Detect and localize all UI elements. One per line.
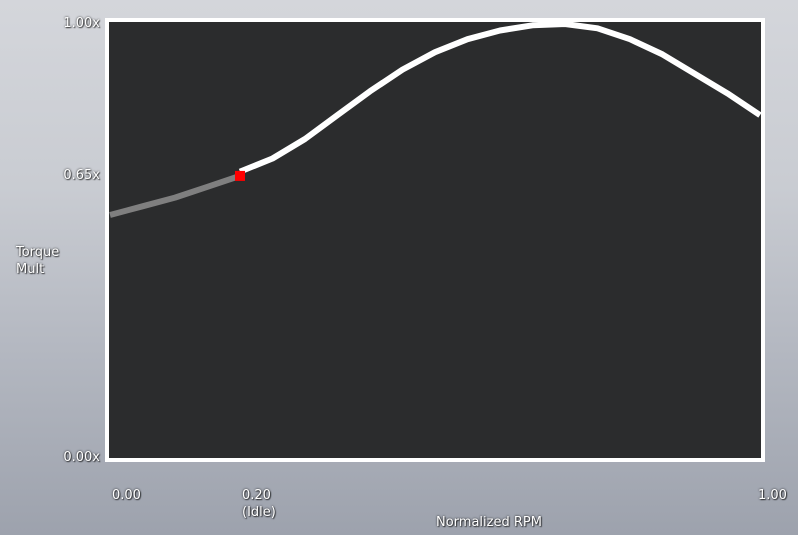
- series-line-below-idle: [109, 173, 241, 218]
- x-tick-label: 0.00: [112, 488, 141, 503]
- x-tick-label: 0.20 (Idle): [242, 488, 276, 520]
- y-axis-label: Torque Mult: [16, 245, 60, 277]
- x-axis-label: Normalized RPM: [436, 515, 542, 530]
- x-tick-label: 1.00: [758, 488, 787, 503]
- idle-point-marker: [235, 170, 245, 181]
- series-line-active: [238, 21, 762, 175]
- plot-area: [105, 18, 765, 462]
- y-tick-label: 0.00x: [63, 450, 100, 465]
- y-tick-label: 1.00x: [63, 16, 100, 31]
- y-tick-label: 0.65x: [63, 167, 100, 183]
